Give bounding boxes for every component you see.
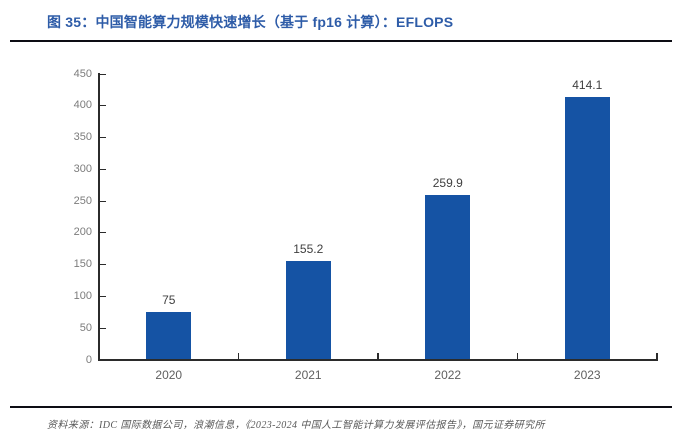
y-axis-tick-label: 150 (73, 258, 92, 271)
y-axis-tick-label: 450 (73, 67, 92, 80)
x-axis-category-label: 2021 (294, 368, 322, 382)
y-axis-tick-label: 400 (73, 99, 92, 112)
x-axis-tick (237, 353, 239, 359)
y-axis-tick (100, 168, 106, 170)
y-axis-tick-label: 350 (73, 131, 92, 144)
x-axis-tick (377, 353, 379, 359)
y-axis-tick-label: 200 (73, 226, 92, 239)
y-axis-tick (100, 105, 106, 107)
y-axis-tick-label: 100 (73, 289, 92, 302)
x-axis-tick (656, 353, 658, 359)
y-axis-tick (100, 73, 106, 75)
y-axis-tick-label: 250 (73, 194, 92, 207)
y-axis-tick (100, 295, 106, 297)
x-axis-category-label: 2020 (155, 368, 183, 382)
y-axis-tick (100, 264, 106, 266)
x-axis-category-label: 2023 (573, 368, 601, 382)
bar-value-label: 414.1 (572, 77, 603, 92)
y-axis-tick-label: 50 (79, 321, 92, 334)
bar-value-label: 155.2 (293, 242, 324, 257)
bar-value-label: 259.9 (432, 175, 463, 190)
x-axis-tick (516, 353, 518, 359)
bar-value-label: 75 (162, 293, 176, 308)
bar-2020 (146, 312, 192, 359)
y-axis-tick-label: 300 (73, 162, 92, 175)
bar-2022 (425, 194, 471, 359)
x-axis-line (98, 359, 658, 361)
y-axis-tick-label: 0 (85, 353, 92, 366)
figure-title: 图 35：中国智能算力规模快速增长（基于 fp16 计算）：EFLOPS (47, 14, 454, 30)
y-axis-tick (100, 359, 106, 361)
title-underline (10, 40, 672, 42)
source-attribution: 资料来源：IDC 国际数据公司，浪潮信息，《2023-2024 中国人工智能计算… (47, 420, 545, 431)
bar-2021 (285, 261, 331, 359)
x-axis-category-label: 2022 (434, 368, 462, 382)
y-axis-tick (100, 232, 106, 234)
footer-rule (10, 406, 672, 408)
bar-2023 (564, 96, 610, 359)
y-axis-tick (100, 137, 106, 139)
y-axis-line (98, 73, 100, 361)
y-axis-tick (100, 200, 106, 202)
y-axis-tick (100, 327, 106, 329)
